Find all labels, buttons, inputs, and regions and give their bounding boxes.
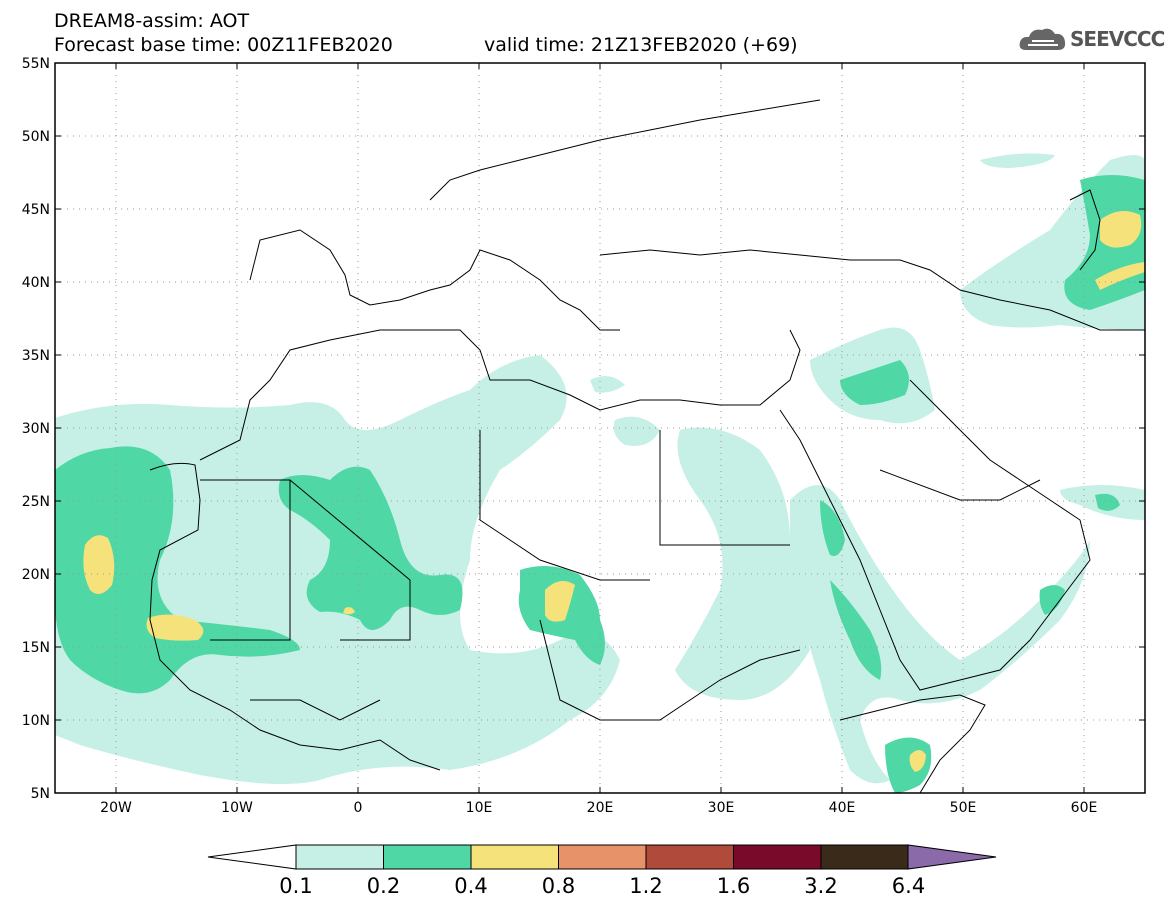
seevccc-logo: SEEVCCC [1018, 24, 1165, 56]
lat-label: 15N [22, 640, 50, 656]
lat-label: 30N [22, 421, 50, 437]
cloud-icon [1019, 28, 1066, 50]
lon-label: 40E [829, 800, 856, 816]
aot-level-0.1 [55, 153, 1145, 784]
lon-label: 0 [354, 800, 363, 816]
lon-label: 50E [950, 800, 977, 816]
colorbar-swatch [383, 844, 472, 870]
lat-label: 10N [22, 713, 50, 729]
lat-label: 25N [22, 494, 50, 510]
colorbar-label: 1.6 [717, 874, 750, 898]
lon-label: 30E [708, 800, 735, 816]
lon-label: 20W [100, 800, 132, 816]
lat-label: 40N [22, 275, 50, 291]
lat-label: 35N [22, 348, 50, 364]
colorbar-high-arrow [907, 844, 997, 870]
colorbar-swatch [295, 844, 384, 870]
lon-label: 20E [587, 800, 614, 816]
colorbar-label: 3.2 [804, 874, 837, 898]
logo-text: SEEVCCC [1070, 27, 1165, 51]
colorbar-label: 0.4 [454, 874, 487, 898]
lat-label: 20N [22, 567, 50, 583]
aot-contour-layer [55, 153, 1145, 793]
aot-level-0.4 [83, 211, 1145, 772]
lon-label: 60E [1071, 800, 1098, 816]
colorbar-label: 0.2 [367, 874, 400, 898]
longitude-labels: 20W 10W 0 10E 20E 30E 40E 50E 60E [100, 800, 1097, 816]
forecast-base-time: Forecast base time: 00Z11FEB2020 [54, 34, 393, 56]
lat-label: 45N [22, 202, 50, 218]
colorbar-swatch [558, 844, 647, 870]
lon-label: 10E [466, 800, 493, 816]
colorbar-swatch [470, 844, 559, 870]
colorbar-label: 0.1 [279, 874, 312, 898]
lat-label: 50N [22, 129, 50, 145]
colorbar-label: 1.2 [629, 874, 662, 898]
colorbar-swatch [733, 844, 822, 870]
lon-label: 10W [221, 800, 253, 816]
colorbar-swatch [820, 844, 909, 870]
colorbar-swatch [645, 844, 734, 870]
colorbar-low-arrow [207, 844, 297, 870]
lat-label: 55N [22, 56, 50, 72]
colorbar-label: 0.8 [542, 874, 575, 898]
lat-label: 5N [31, 786, 50, 802]
colorbar: 0.1 0.2 0.4 0.8 1.2 1.6 3.2 6.4 [207, 844, 997, 898]
colorbar-label: 6.4 [892, 874, 925, 898]
valid-time: valid time: 21Z13FEB2020 (+69) [484, 34, 798, 56]
latitude-labels: 55N 50N 45N 40N 35N 30N 25N 20N 15N 10N … [22, 56, 50, 802]
coastlines-and-borders [149, 99, 1145, 793]
map-title: DREAM8-assim: AOT [54, 10, 250, 32]
axis-ticks [55, 62, 1145, 793]
